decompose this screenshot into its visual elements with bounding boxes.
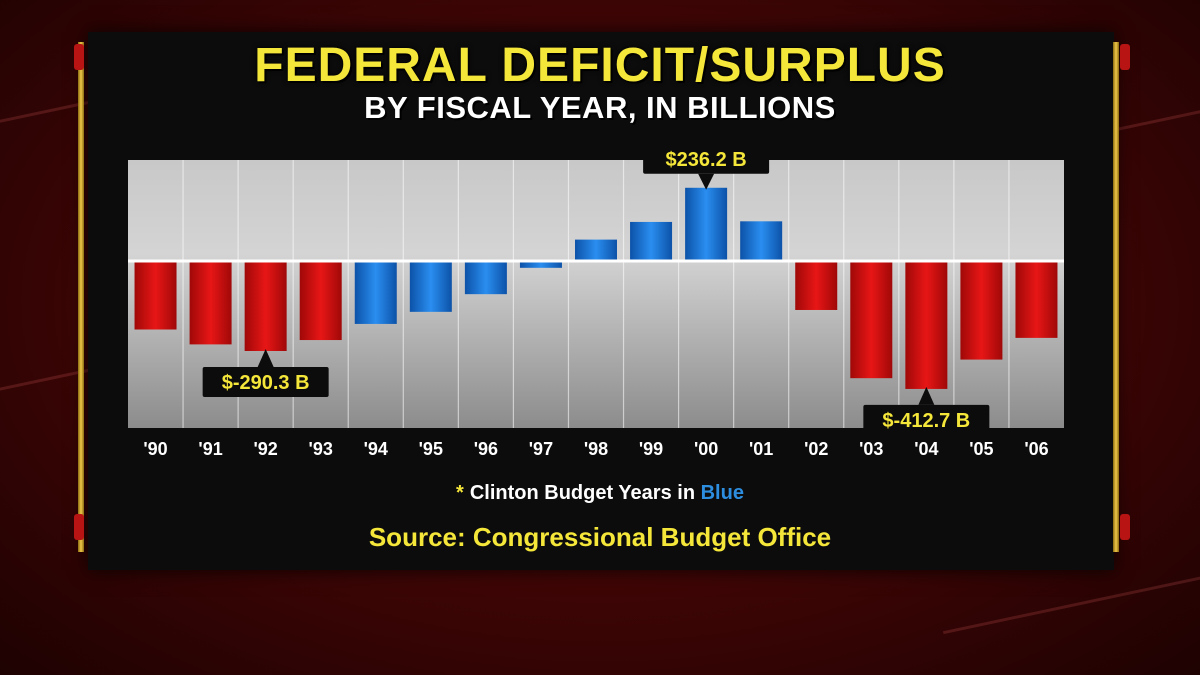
- x-tick-label: '06: [1024, 439, 1048, 459]
- left-rail-cap-top: [74, 44, 84, 70]
- callout-box: [643, 143, 770, 174]
- right-rail-cap-bottom: [1120, 514, 1130, 540]
- x-tick-label: '03: [859, 439, 883, 459]
- bar-99: [630, 221, 673, 261]
- chart-title: FEDERAL DEFICIT/SURPLUS: [254, 39, 946, 92]
- left-rail: [78, 42, 84, 552]
- bar-93: [299, 261, 342, 341]
- x-tick-label: '99: [639, 439, 663, 459]
- callout-label: $236.2 B: [666, 149, 747, 171]
- bar-01: [740, 221, 783, 261]
- callout-box: [202, 366, 329, 397]
- right-rail: [1113, 42, 1119, 552]
- x-tick-label: '97: [529, 439, 553, 459]
- x-tick-label: '96: [474, 439, 498, 459]
- x-tick-label: '04: [914, 439, 938, 459]
- x-tick-label: '95: [419, 439, 443, 459]
- callout-box: [863, 404, 990, 435]
- bar-95: [409, 261, 452, 312]
- left-rail-cap-bottom: [74, 514, 84, 540]
- bar-94: [354, 261, 397, 324]
- callout-00: $236.2 B: [643, 143, 770, 190]
- bar-98: [575, 239, 617, 261]
- bar-02: [795, 261, 838, 310]
- bar-03: [850, 261, 893, 379]
- bar-05: [960, 261, 1003, 360]
- note-text: Clinton Budget Years in: [469, 482, 696, 504]
- x-tick-label: '90: [143, 439, 167, 459]
- callout-label: $-290.3 B: [222, 372, 310, 394]
- bar-90: [134, 261, 177, 330]
- x-tick-label: '94: [364, 439, 388, 459]
- bar-00: [685, 187, 728, 261]
- x-tick-label: '02: [804, 439, 828, 459]
- x-tick-label: '93: [309, 439, 333, 459]
- source-line: Source: Congressional Budget Office: [368, 522, 832, 552]
- callout-04: $-412.7 B: [863, 386, 990, 435]
- note-highlight-blue: Blue: [700, 482, 744, 504]
- x-tick-label: '91: [198, 439, 222, 459]
- chart-subtitle: BY FISCAL YEAR, IN BILLIONS: [364, 90, 836, 125]
- callout-92: $-290.3 B: [202, 348, 329, 397]
- bar-97: [519, 261, 562, 268]
- bar-96: [464, 261, 507, 295]
- x-tick-label: '92: [253, 439, 277, 459]
- callout-label: $-412.7 B: [882, 410, 970, 432]
- bar-04: [905, 261, 948, 389]
- bar-06: [1015, 261, 1058, 338]
- right-rail-cap-top: [1120, 44, 1130, 70]
- clinton-years-note: * Clinton Budget Years in Blue: [0, 482, 1200, 505]
- x-tick-label: '01: [749, 439, 773, 459]
- bar-92: [244, 261, 287, 351]
- x-tick-label: '98: [584, 439, 608, 459]
- x-tick-label: '05: [969, 439, 993, 459]
- x-tick-label: '00: [694, 439, 718, 459]
- note-star: *: [456, 482, 464, 504]
- bar-91: [189, 261, 232, 345]
